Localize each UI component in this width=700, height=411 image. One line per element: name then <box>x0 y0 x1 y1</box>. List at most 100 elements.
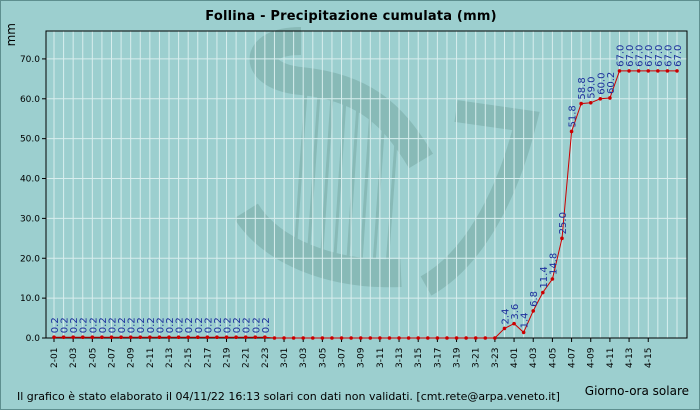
data-point <box>167 335 171 340</box>
x-tick-label: 3-21 <box>472 348 482 368</box>
data-label: 67.0 <box>644 45 655 67</box>
y-tick-label: 20.0 <box>20 254 40 264</box>
data-point <box>435 336 440 340</box>
data-point <box>128 335 133 340</box>
data-label: 67.0 <box>654 45 665 67</box>
x-tick-label: 4-15 <box>644 348 654 368</box>
data-label: 0.2 <box>184 317 195 333</box>
data-point <box>195 335 200 340</box>
data-point <box>205 335 210 340</box>
x-tick-label: 3-09 <box>357 347 367 368</box>
data-label: 58.8 <box>577 77 588 99</box>
x-tick-label: 3-17 <box>433 348 443 368</box>
x-tick-label: 2-19 <box>223 347 233 368</box>
data-point <box>531 309 536 313</box>
data-label: 0.2 <box>242 317 253 333</box>
data-point <box>646 69 651 73</box>
data-label: 67.0 <box>615 45 626 67</box>
data-point <box>656 69 660 73</box>
data-point <box>416 336 421 340</box>
y-tick-label: 0.0 <box>26 334 41 344</box>
data-label: 0.2 <box>117 317 128 333</box>
harp-logo-icon <box>234 27 540 296</box>
data-label: 0.2 <box>165 317 176 333</box>
data-point <box>349 336 353 340</box>
data-label: 0.2 <box>213 317 224 333</box>
data-point <box>320 336 325 340</box>
x-tick-label: 4-07 <box>568 348 578 368</box>
data-point <box>310 336 315 340</box>
data-point <box>52 335 56 340</box>
x-tick-label: 4-09 <box>587 347 597 368</box>
data-point <box>263 335 267 340</box>
data-label: 0.2 <box>88 317 99 333</box>
data-point <box>368 336 373 340</box>
data-point <box>588 100 593 105</box>
y-tick-label: 40.0 <box>20 175 40 185</box>
y-tick-label: 60.0 <box>20 95 40 105</box>
data-label: 0.2 <box>203 317 214 333</box>
x-tick-label: 3-03 <box>299 348 309 368</box>
data-point <box>675 69 679 73</box>
data-point <box>521 330 526 335</box>
data-point <box>109 335 114 340</box>
data-label: 0.2 <box>108 317 119 333</box>
data-point <box>330 336 334 340</box>
data-point <box>176 335 181 340</box>
data-label: 51.8 <box>568 105 579 127</box>
x-tick-label: 2-15 <box>184 348 194 368</box>
data-point <box>454 336 459 340</box>
data-label: 3.6 <box>510 304 521 320</box>
data-point <box>358 336 363 340</box>
data-label: 0.2 <box>136 317 147 333</box>
data-label: 14.8 <box>548 253 559 275</box>
data-label: 60.2 <box>606 72 617 94</box>
data-point <box>148 335 152 340</box>
x-tick-label: 2-13 <box>165 348 175 368</box>
x-tick-label: 4-11 <box>606 348 616 368</box>
x-tick-label: 3-11 <box>376 348 386 368</box>
data-point <box>445 336 449 340</box>
data-point <box>406 336 411 340</box>
data-point <box>61 335 66 340</box>
x-tick-label: 2-07 <box>108 348 118 368</box>
data-point <box>71 335 75 340</box>
data-point <box>665 69 670 73</box>
data-point <box>627 69 631 73</box>
x-tick-label: 3-23 <box>491 348 501 368</box>
data-point <box>282 336 286 340</box>
data-point <box>426 336 430 340</box>
x-tick-label: 3-05 <box>318 348 328 368</box>
data-label: 0.2 <box>98 317 109 333</box>
data-point <box>90 335 95 340</box>
data-point <box>608 96 612 100</box>
data-label: 0.2 <box>261 317 272 333</box>
x-tick-label: 2-05 <box>88 348 98 368</box>
data-label: 0.2 <box>251 317 262 333</box>
data-point <box>387 336 392 340</box>
data-point <box>598 96 603 101</box>
data-label: 0.2 <box>50 317 61 333</box>
data-label: 0.2 <box>79 317 90 333</box>
data-point <box>80 335 85 340</box>
data-point <box>636 69 641 73</box>
y-tick-label: 70.0 <box>20 55 40 65</box>
y-tick-label: 30.0 <box>20 214 40 224</box>
x-tick-label: 4-01 <box>510 348 520 368</box>
data-point <box>541 290 545 295</box>
data-label: 11.4 <box>539 266 550 288</box>
data-label: 0.2 <box>232 317 243 333</box>
footer-note: Il grafico è stato elaborato il 04/11/22… <box>17 390 560 403</box>
data-label: 60.0 <box>596 73 607 95</box>
x-tick-label: 2-23 <box>261 348 271 368</box>
data-label: 0.2 <box>175 317 186 333</box>
data-point <box>397 336 401 340</box>
x-tick-label: 3-13 <box>395 348 405 368</box>
x-tick-label: 4-05 <box>548 348 558 368</box>
data-point <box>301 336 306 340</box>
data-label: 6.8 <box>529 291 540 307</box>
x-tick-label: 2-03 <box>69 348 79 368</box>
data-point <box>243 335 248 340</box>
x-tick-label: 4-13 <box>625 348 635 368</box>
data-label: 0.2 <box>155 317 166 333</box>
